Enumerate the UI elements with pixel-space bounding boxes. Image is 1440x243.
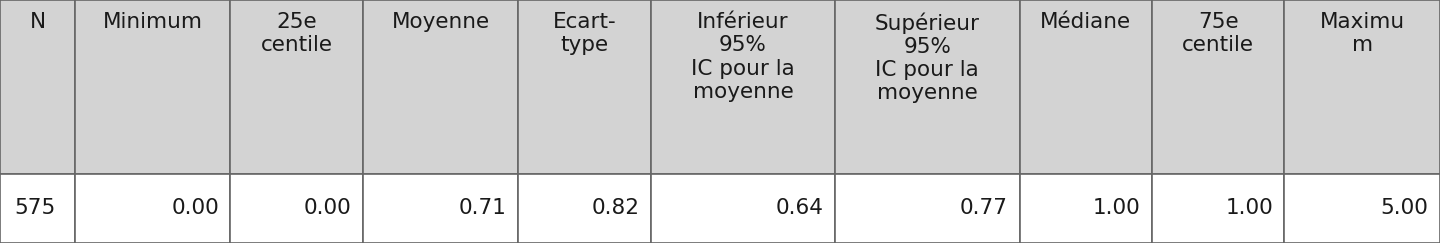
Text: 0.77: 0.77	[960, 198, 1008, 218]
Bar	[1152, 174, 1284, 243]
Text: 0.71: 0.71	[459, 198, 507, 218]
Bar	[835, 174, 1020, 243]
Text: Médiane: Médiane	[1040, 12, 1132, 32]
Text: Minimum: Minimum	[102, 12, 203, 32]
Bar	[363, 0, 518, 174]
Bar	[1152, 0, 1284, 174]
Bar	[1020, 0, 1152, 174]
Bar	[1284, 174, 1440, 243]
Text: 25e
centile: 25e centile	[261, 12, 333, 55]
Text: N: N	[29, 12, 46, 32]
Text: 1.00: 1.00	[1225, 198, 1273, 218]
Text: 75e
centile: 75e centile	[1182, 12, 1254, 55]
Text: Supérieur
95%
IC pour la
moyenne: Supérieur 95% IC pour la moyenne	[876, 12, 979, 103]
Bar	[518, 174, 651, 243]
Text: 0.64: 0.64	[776, 198, 824, 218]
Bar	[0, 174, 75, 243]
Text: Maximu
m: Maximu m	[1319, 12, 1405, 55]
Bar	[230, 174, 363, 243]
Bar	[363, 174, 518, 243]
Bar	[1020, 174, 1152, 243]
Text: 0.00: 0.00	[171, 198, 219, 218]
Bar	[518, 0, 651, 174]
Bar	[230, 0, 363, 174]
Bar	[651, 0, 835, 174]
Bar	[75, 0, 230, 174]
Text: 0.00: 0.00	[304, 198, 351, 218]
Text: Moyenne: Moyenne	[392, 12, 490, 32]
Bar	[1284, 0, 1440, 174]
Bar	[835, 0, 1020, 174]
Text: 1.00: 1.00	[1093, 198, 1140, 218]
Text: 575: 575	[14, 198, 56, 218]
Bar	[651, 174, 835, 243]
Text: Ecart-
type: Ecart- type	[553, 12, 616, 55]
Text: Inférieur
95%
IC pour la
moyenne: Inférieur 95% IC pour la moyenne	[691, 12, 795, 102]
Text: 5.00: 5.00	[1381, 198, 1428, 218]
Bar	[75, 174, 230, 243]
Text: 0.82: 0.82	[592, 198, 639, 218]
Bar	[0, 0, 75, 174]
